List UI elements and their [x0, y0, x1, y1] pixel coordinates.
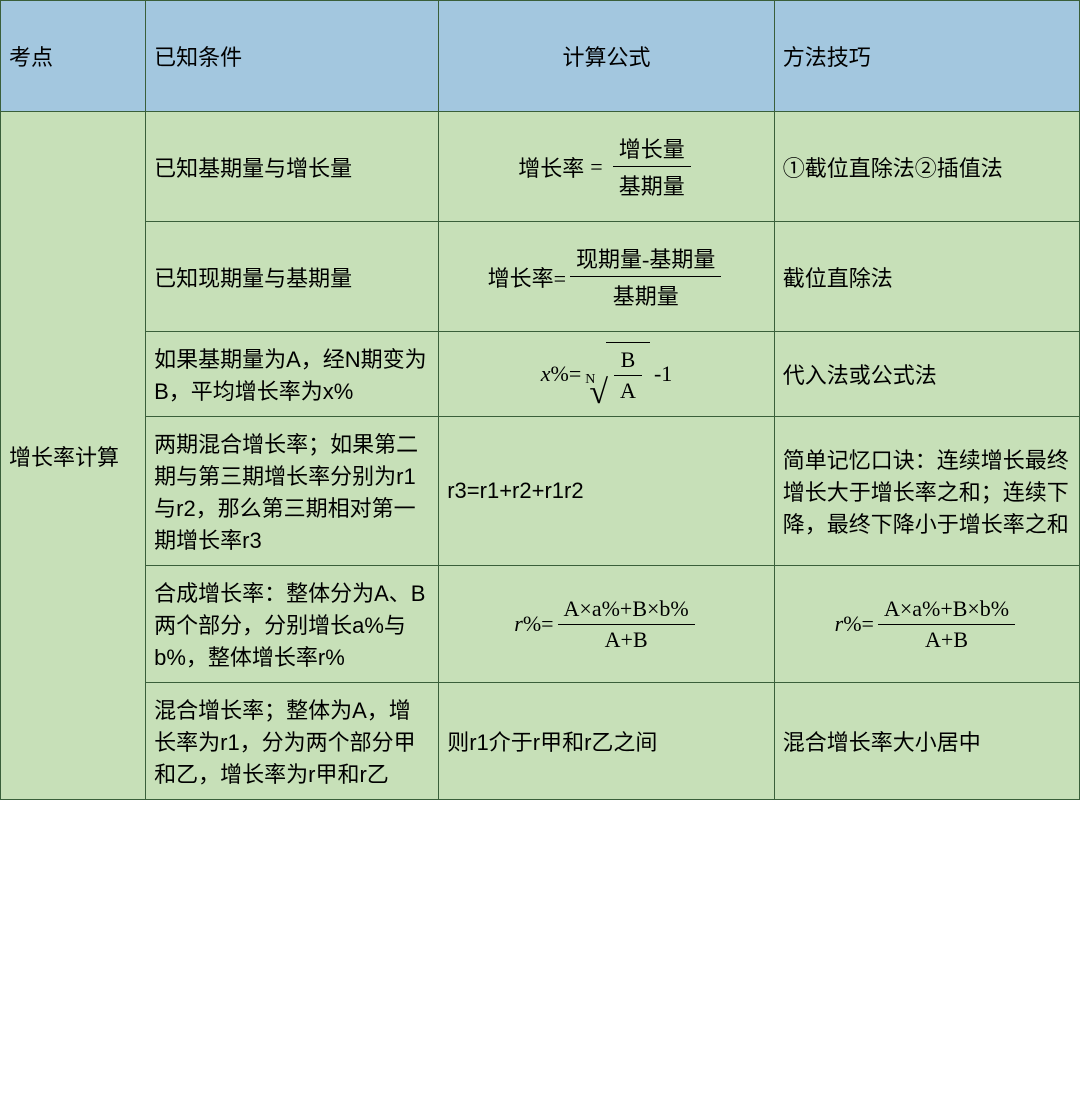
table-row: 混合增长率；整体为A，增长率为r1，分为两个部分甲和乙，增长率为r甲和r乙 则r…: [1, 683, 1080, 800]
frac-den: A+B: [878, 625, 1015, 655]
formula-lhs: 增长率=: [488, 261, 566, 293]
fraction: A×a%+B×b% A+B: [878, 594, 1015, 655]
frac-num: 增长量: [613, 130, 691, 167]
formula-cell: 则r1介于r甲和r乙之间: [439, 683, 775, 800]
frac-num: A×a%+B×b%: [558, 594, 695, 625]
formula-var: r: [835, 611, 844, 637]
formula-eq: =: [590, 154, 602, 180]
table-row: 已知现期量与基期量 增长率= 现期量-基期量 基期量 截位直除法: [1, 222, 1080, 332]
nth-root: N √ B A: [585, 342, 650, 406]
table-row: 如果基期量为A，经N期变为B，平均增长率为x% x %= N √ B A: [1, 332, 1080, 417]
method-cell: 截位直除法: [774, 222, 1079, 332]
formula-var: x: [541, 361, 551, 387]
method-cell: 简单记忆口诀：连续增长最终增长大于增长率之和；连续下降，最终下降小于增长率之和: [774, 417, 1079, 566]
header-formula: 计算公式: [439, 1, 775, 112]
known-cell: 合成增长率：整体分为A、B 两个部分，分别增长a%与b%，整体增长率r%: [146, 566, 439, 683]
formula-eq: %=: [523, 611, 554, 637]
fraction: 现期量-基期量 基期量: [570, 240, 721, 313]
method-cell: 混合增长率大小居中: [774, 683, 1079, 800]
frac-den: 基期量: [570, 277, 721, 313]
fraction: 增长量 基期量: [613, 130, 691, 203]
formula-cell: r3=r1+r2+r1r2: [439, 417, 775, 566]
frac-den: A: [614, 376, 642, 406]
table-row: 合成增长率：整体分为A、B 两个部分，分别增长a%与b%，整体增长率r% r %…: [1, 566, 1080, 683]
formula-eq: %=: [551, 361, 582, 387]
table-header-row: 考点 已知条件 计算公式 方法技巧: [1, 1, 1080, 112]
known-cell: 混合增长率；整体为A，增长率为r1，分为两个部分甲和乙，增长率为r甲和r乙: [146, 683, 439, 800]
frac-den: 基期量: [613, 167, 691, 203]
method-cell: r %= A×a%+B×b% A+B: [774, 566, 1079, 683]
known-cell: 已知现期量与基期量: [146, 222, 439, 332]
header-method: 方法技巧: [774, 1, 1079, 112]
radical-content: B A: [606, 342, 650, 406]
fraction: A×a%+B×b% A+B: [558, 594, 695, 655]
method-cell: 代入法或公式法: [774, 332, 1079, 417]
frac-num: 现期量-基期量: [570, 240, 721, 277]
known-cell: 两期混合增长率；如果第二期与第三期增长率分别为r1与r2，那么第三期相对第一期增…: [146, 417, 439, 566]
frac-num: B: [614, 345, 642, 376]
known-cell: 已知基期量与增长量: [146, 112, 439, 222]
method-cell: ①截位直除法②插值法: [774, 112, 1079, 222]
formula-eq: %=: [843, 611, 874, 637]
formula-cell: 增长率 = 增长量 基期量: [439, 112, 775, 222]
table-row: 增长率计算 已知基期量与增长量 增长率 = 增长量 基期量 ①截位直除法②插值法: [1, 112, 1080, 222]
header-known: 已知条件: [146, 1, 439, 112]
table-row: 两期混合增长率；如果第二期与第三期增长率分别为r1与r2，那么第三期相对第一期增…: [1, 417, 1080, 566]
known-cell: 如果基期量为A，经N期变为B，平均增长率为x%: [146, 332, 439, 417]
frac-num: A×a%+B×b%: [878, 594, 1015, 625]
formula-var: r: [514, 611, 523, 637]
formula-suffix: -1: [654, 361, 672, 387]
growth-rate-table: 考点 已知条件 计算公式 方法技巧 增长率计算 已知基期量与增长量 增长率 = …: [0, 0, 1080, 800]
formula-cell: r %= A×a%+B×b% A+B: [439, 566, 775, 683]
frac-den: A+B: [558, 625, 695, 655]
formula-cell: x %= N √ B A -1: [439, 332, 775, 417]
root-index: N: [585, 372, 595, 388]
header-topic: 考点: [1, 1, 146, 112]
formula-cell: 增长率= 现期量-基期量 基期量: [439, 222, 775, 332]
formula-lhs: 增长率: [518, 151, 584, 183]
topic-cell: 增长率计算: [1, 112, 146, 800]
